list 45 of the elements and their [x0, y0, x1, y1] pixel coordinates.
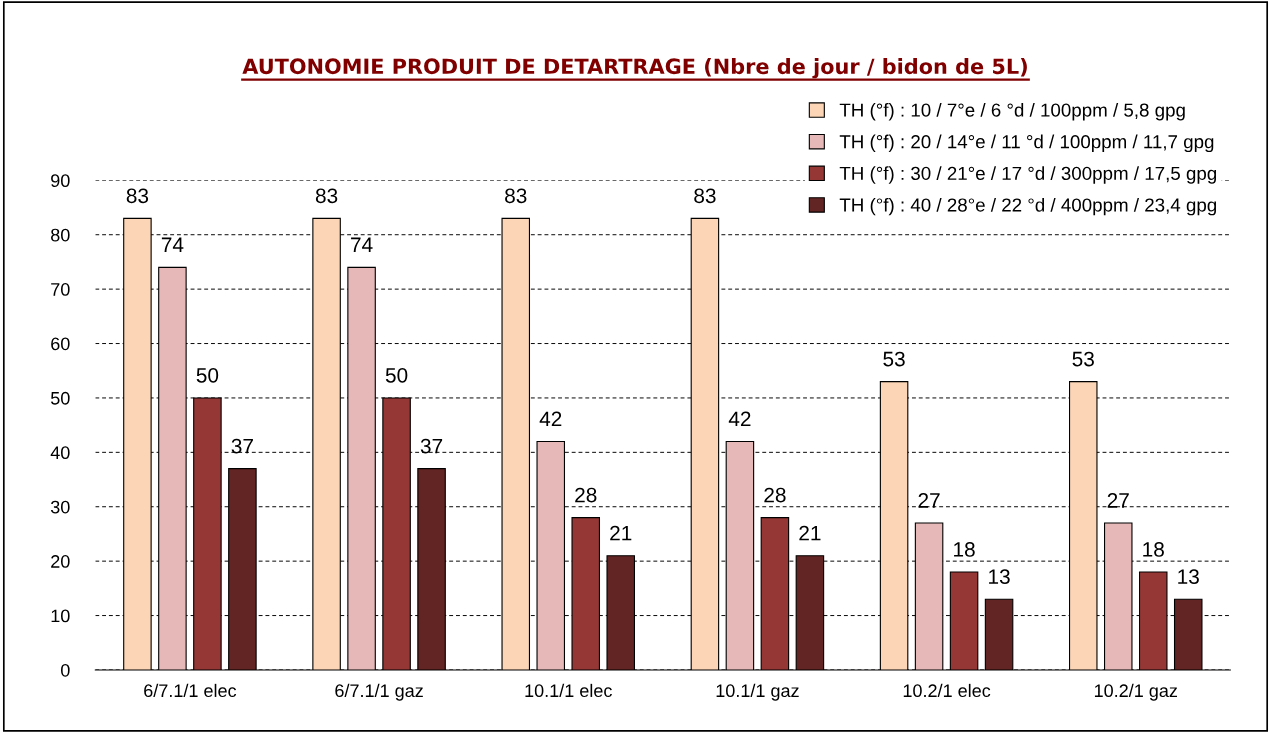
- data-label: 83: [315, 188, 338, 204]
- data-label: 37: [231, 438, 253, 454]
- x-tick-label: 10.1/1 elec: [525, 683, 612, 698]
- data-label: 42: [539, 411, 562, 427]
- data-label: 50: [385, 367, 408, 383]
- data-label: 13: [1178, 569, 1199, 585]
- data-label: 28: [764, 487, 786, 503]
- x-tick-label: 10.2/1 gaz: [1094, 683, 1178, 701]
- y-tick-label: 0: [60, 663, 70, 677]
- data-label: 27: [918, 493, 940, 508]
- data-label: 53: [1072, 351, 1094, 367]
- legend-label: TH (°f) : 30 / 21°e / 17 °d / 300ppm / 17,5 gpg: [839, 166, 1217, 184]
- data-label: 13: [989, 569, 1010, 585]
- y-tick-label: 10: [51, 609, 70, 623]
- x-tick-label: 10.1/1 gaz: [716, 683, 799, 701]
- data-label: 74: [161, 237, 184, 252]
- legend-label: TH (°f) : 10 / 7°e / 6 °d / 100ppm / 5,8 gpg: [839, 102, 1185, 121]
- y-tick-label: 70: [51, 283, 70, 296]
- y-tick-label: 40: [50, 446, 70, 460]
- data-label: 18: [954, 542, 975, 557]
- legend-label: TH (°f) : 40 / 28°e / 22 °d / 400ppm / 23,4 gpg: [839, 197, 1217, 216]
- data-label: 53: [883, 351, 905, 367]
- data-label: 42: [728, 411, 751, 427]
- data-label: 74: [351, 237, 373, 252]
- data-label: 83: [694, 188, 716, 204]
- y-tick-label: 20: [51, 555, 70, 568]
- data-label: 50: [196, 367, 219, 383]
- data-label: 37: [420, 438, 443, 454]
- x-tick-label: 10.2/1 elec: [903, 683, 991, 698]
- data-label: 83: [126, 188, 149, 204]
- data-label: 21: [610, 525, 632, 541]
- data-label: 28: [575, 487, 597, 503]
- x-tick-label: 6/7.1/1 elec: [144, 683, 237, 698]
- y-tick-label: 90: [51, 174, 70, 188]
- y-tick-label: 60: [51, 337, 70, 351]
- data-label: 21: [799, 525, 821, 541]
- data-label: 18: [1143, 542, 1164, 557]
- chart-title: AUTONOMIE PRODUIT DE DETARTRAGE (Nbre de jour / bidon de 5L): [242, 58, 1027, 79]
- y-tick-label: 30: [50, 500, 70, 514]
- data-label: 27: [1107, 493, 1129, 508]
- y-tick-label: 80: [51, 228, 70, 242]
- legend-label: TH (°f) : 20 / 14°e / 11 °d / 100ppm / 11,7 gpg: [839, 134, 1214, 153]
- x-tick-label: 6/7.1/1 gaz: [335, 683, 423, 701]
- data-label: 83: [505, 188, 527, 204]
- y-tick-label: 50: [50, 391, 70, 405]
